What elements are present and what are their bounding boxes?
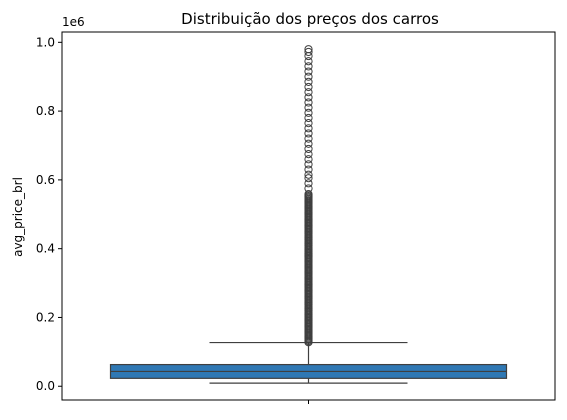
outlier-point — [304, 72, 313, 81]
outlier-point — [304, 82, 313, 92]
outlier-point — [304, 165, 313, 174]
outlier-point — [304, 160, 313, 169]
outlier-point — [304, 77, 313, 86]
outlier-point — [304, 103, 313, 112]
outlier-point — [304, 124, 313, 133]
y-tick-label: 1.0 — [36, 35, 55, 49]
chart-title: Distribuição dos preços dos carros — [181, 10, 439, 28]
outlier-point — [304, 67, 313, 76]
y-tick-label: 0.2 — [36, 310, 55, 324]
y-axis-label: avg_price_brl — [11, 177, 25, 257]
outlier-point — [304, 108, 313, 117]
outlier-point — [304, 149, 313, 159]
outlier-point — [304, 57, 313, 66]
outlier-point — [304, 113, 313, 123]
outlier-point — [304, 190, 313, 199]
outlier-point — [304, 98, 313, 107]
y-offset-label: 1e6 — [62, 15, 85, 29]
outlier-point — [304, 45, 313, 54]
outlier-point — [304, 174, 313, 183]
outlier-point — [304, 170, 313, 179]
outlier-point — [304, 139, 313, 148]
outlier-point — [304, 155, 313, 164]
outlier-point — [304, 47, 313, 57]
outlier-point — [304, 184, 313, 193]
outlier-point — [304, 129, 313, 138]
y-tick-label: 0.4 — [36, 242, 55, 256]
outlier-point — [304, 51, 313, 61]
outlier-point — [304, 88, 313, 97]
outlier-point — [304, 144, 313, 154]
y-tick-label: 0.8 — [36, 104, 55, 118]
outlier-point — [304, 62, 313, 71]
outlier-point — [304, 134, 313, 143]
plot-area: 0.0 0.2 0.4 0.6 0.8 1.0 — [36, 31, 556, 404]
y-tick-label: 0.0 — [36, 379, 55, 393]
y-tick-label: 0.6 — [36, 173, 55, 187]
outlier-point — [304, 119, 313, 128]
outlier-point — [304, 179, 313, 188]
outlier-point — [304, 93, 313, 102]
